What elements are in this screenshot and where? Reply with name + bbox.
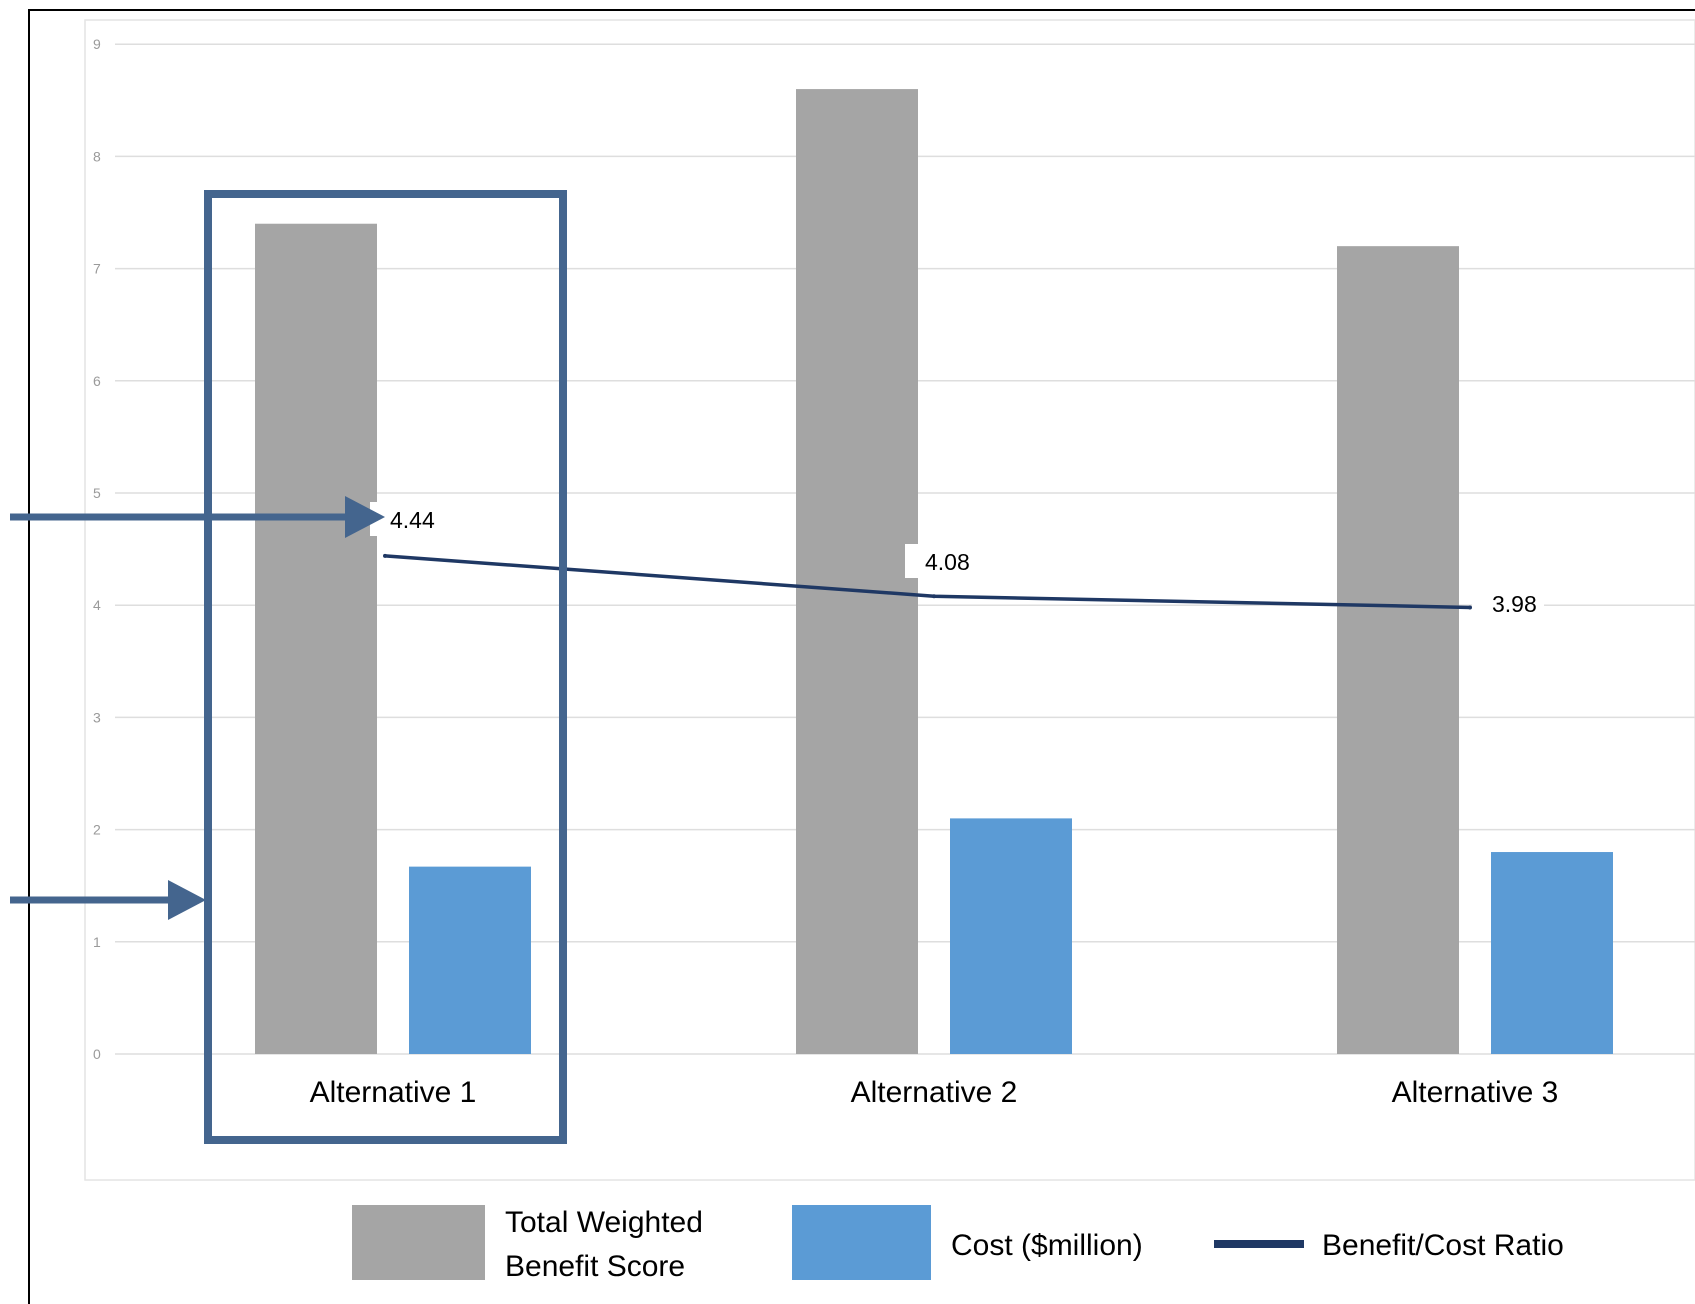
category-labels: Alternative 1 Alternative 2 Alternative 3 [310, 1076, 1559, 1109]
data-label-bg [1472, 586, 1544, 620]
legend-label-benefit-line1: Total Weighted [505, 1206, 703, 1239]
legend: Total Weighted Benefit Score Cost ($mill… [352, 1205, 1564, 1283]
y-tick-label: 2 [93, 822, 101, 838]
y-tick-label: 4 [93, 597, 101, 613]
ratio-line-layer [383, 553, 1472, 610]
bars [255, 89, 1613, 1055]
y-tick-label: 8 [93, 148, 101, 164]
ratio-point [383, 553, 387, 558]
benefit-score-bar [255, 223, 377, 1055]
benefit-score-bar [796, 89, 918, 1054]
y-tick-label: 9 [93, 36, 101, 52]
alternative-1-highlight-box [204, 190, 567, 1144]
ratio-point [1468, 605, 1472, 610]
cost-bar [950, 818, 1072, 1054]
y-tick-label: 5 [93, 485, 101, 501]
ratio-data-label: 4.44 [390, 507, 435, 533]
cost-bar [1491, 852, 1613, 1054]
category-label: Alternative 3 [1392, 1076, 1559, 1109]
legend-label-benefit-line2: Benefit Score [505, 1250, 685, 1283]
y-tick-label: 0 [93, 1046, 101, 1062]
cost-bar [409, 866, 531, 1054]
legend-swatch-ratio [1214, 1240, 1304, 1248]
legend-swatch-benefit [352, 1205, 485, 1280]
data-labels: 4.44 4.08 3.98 [370, 502, 1544, 620]
ratio-data-label: 3.98 [1492, 591, 1537, 617]
y-tick-label: 3 [93, 709, 101, 725]
benefit-cost-ratio-arrow-head [345, 496, 385, 538]
category-label: Alternative 2 [851, 1076, 1018, 1109]
data-label-bg [905, 544, 977, 578]
legend-swatch-cost [792, 1205, 931, 1280]
y-tick-label: 6 [93, 373, 101, 389]
data-label-bg [370, 502, 442, 536]
legend-label-cost: Cost ($million) [951, 1229, 1143, 1262]
category-label: Alternative 1 [310, 1076, 477, 1109]
ratio-data-label: 4.08 [925, 549, 970, 575]
y-axis-ticks: 0 1 2 3 4 5 6 7 8 9 [93, 36, 101, 1062]
highlight-box-arrow-head [168, 880, 206, 920]
legend-label-ratio: Benefit/Cost Ratio [1322, 1229, 1564, 1262]
y-tick-label: 7 [93, 261, 101, 277]
ratio-point [932, 594, 936, 599]
y-tick-label: 1 [93, 934, 101, 950]
benefit-score-bar [1337, 246, 1459, 1054]
annotations [10, 190, 567, 1144]
